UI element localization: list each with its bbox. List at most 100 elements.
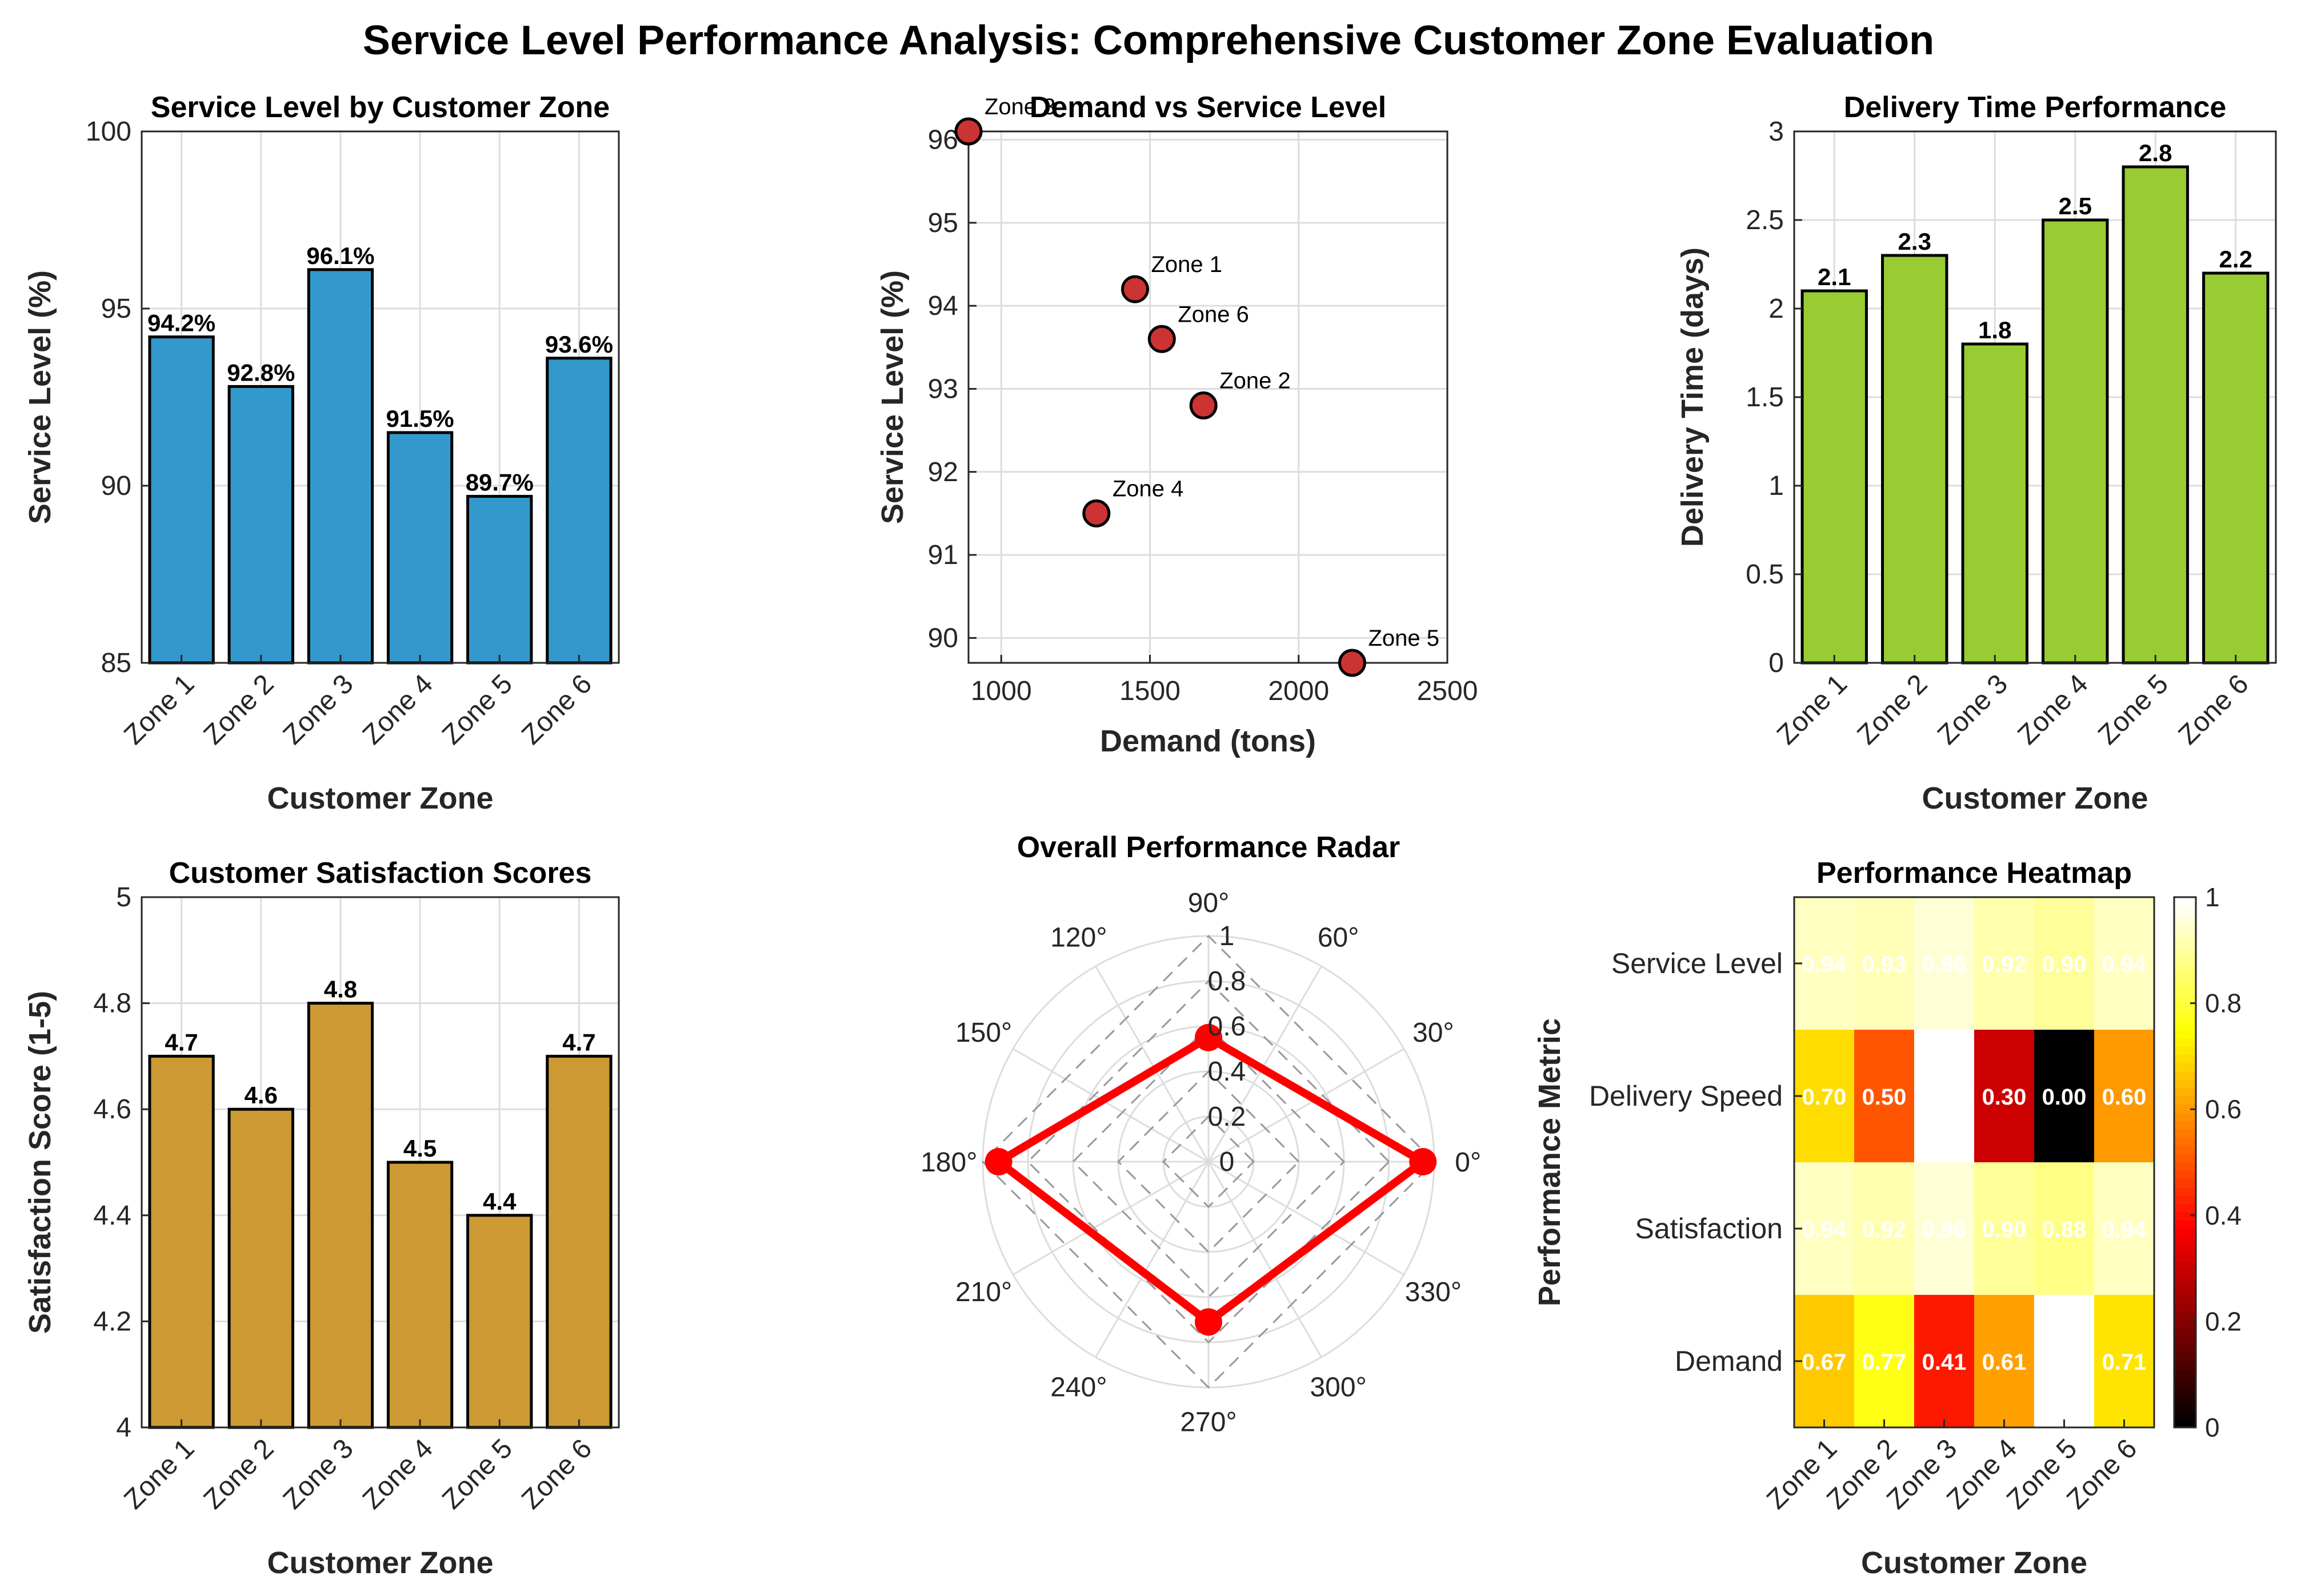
satisfaction-bar-4: [386, 1161, 454, 1429]
scatter-point-2: [1189, 391, 1218, 420]
radar-r-tick-label: 0: [1219, 1147, 1235, 1177]
service-axes-box: [141, 130, 620, 664]
heatmap-cell-label: 0.96: [1922, 952, 1967, 977]
colorbar-segment: [2174, 1411, 2196, 1419]
heatmap-cell-label: 0.96: [1922, 1217, 1967, 1242]
satisfaction-value-label: 4.8: [324, 976, 357, 1003]
service-bar-3: [307, 268, 374, 665]
delivery-ytick-label: 3: [1768, 117, 1784, 147]
heatmap-cell: [1974, 1030, 2035, 1163]
service-bar-2: [227, 385, 294, 665]
delivery-ytick-label: 0.5: [1746, 559, 1784, 590]
scatter-point-label: Zone 1: [1151, 252, 1222, 277]
colorbar-segment: [2174, 1096, 2196, 1105]
satisfaction-ytick-label: 4: [116, 1413, 131, 1443]
heatmap-cell: [1794, 1162, 1855, 1295]
radar-point-1: [1409, 1148, 1437, 1175]
heatmap-cell-label: 0.92: [1862, 1217, 1907, 1242]
delivery-bar-2: [1881, 254, 1948, 665]
colorbar-segment: [2174, 1179, 2196, 1187]
service-ytick-label: 100: [86, 117, 131, 147]
satisfaction-ylabel: Satisfaction Score (1-5): [23, 991, 57, 1334]
radar-point-4: [1195, 1308, 1222, 1336]
colorbar-segment: [2174, 1005, 2196, 1014]
scatter-axes-box: [967, 130, 1448, 664]
delivery-value-label: 2.8: [2139, 139, 2172, 166]
heatmap-cell-label: 0.70: [1802, 1085, 1847, 1110]
radar-angle-label: 240°: [1050, 1372, 1107, 1402]
satisfaction-bar-1: [148, 1054, 215, 1429]
colorbar-segment: [2174, 1212, 2196, 1221]
colorbar-segment: [2174, 1195, 2196, 1204]
colorbar-segment: [2174, 1262, 2196, 1270]
satisfaction-axes-box: [141, 896, 620, 1429]
colorbar-segment: [2174, 1220, 2196, 1229]
colorbar-segment: [2174, 1129, 2196, 1138]
colorbar-tick-label: 0.4: [2205, 1201, 2242, 1230]
colorbar-segment: [2174, 930, 2196, 939]
scatter-xtick-label: 1500: [1119, 676, 1180, 706]
colorbar-segment: [2174, 1113, 2196, 1121]
colorbar-segment: [2174, 1295, 2196, 1303]
colorbar-segment: [2174, 1402, 2196, 1411]
radar-angle-label: 330°: [1405, 1277, 1462, 1307]
radar-angle-label: 300°: [1310, 1372, 1366, 1402]
delivery-value-label: 2.3: [1898, 228, 1931, 255]
radar-spoke: [1207, 1161, 1322, 1358]
radar-angle-label: 180°: [921, 1147, 977, 1178]
service-bar-6: [546, 357, 613, 665]
radar-angle-label: 120°: [1050, 923, 1107, 953]
radar-angle-label: 270°: [1180, 1407, 1236, 1437]
colorbar-segment: [2174, 1030, 2196, 1038]
radar-angle-label: 150°: [955, 1018, 1012, 1048]
radar-angle-label: 30°: [1412, 1018, 1454, 1048]
satisfaction-value-label: 4.6: [245, 1082, 278, 1109]
heatmap-cell: [2094, 1030, 2155, 1163]
heatmap-cell: [1914, 1030, 1975, 1163]
colorbar-segment: [2174, 1162, 2196, 1171]
colorbar-segment: [2174, 905, 2196, 914]
heatmap-cell-label: 0.41: [1922, 1350, 1967, 1375]
panels: 94.2% Zone 1 92.8% Zone 2 96.1% Zone 3 91.5% Zo…: [23, 91, 2277, 1580]
heatmap-cell: [1794, 897, 1855, 1030]
heatmap-cell: [1854, 1295, 1915, 1428]
satisfaction-ytick-label: 4.6: [93, 1094, 131, 1125]
colorbar-segment: [2174, 1203, 2196, 1213]
satisfaction-ytick-label: 4.4: [93, 1201, 131, 1231]
scatter-xtick-label: 2500: [1417, 676, 1478, 706]
colorbar-segment: [2174, 955, 2196, 964]
service-value-label: 94.2%: [147, 310, 215, 337]
heatmap-cell-label: 0.94: [1802, 1217, 1847, 1242]
colorbar-segment: [2174, 1187, 2196, 1196]
satisfaction-value-label: 4.7: [165, 1029, 198, 1055]
delivery-bar-1: [1800, 289, 1868, 665]
satisfaction-ytick-label: 4.2: [93, 1306, 131, 1337]
colorbar-frame: [2173, 896, 2197, 1429]
service-value-label: 93.6%: [545, 331, 613, 358]
heatmap-cell: [2094, 897, 2155, 1030]
heatmap-cell-label: 0.67: [1802, 1350, 1847, 1375]
radar-spoke: [1207, 966, 1322, 1162]
scatter-ytick-label: 94: [928, 291, 958, 321]
heatmap-title: Performance Heatmap: [1816, 857, 2132, 890]
colorbar-segment: [2174, 1286, 2196, 1295]
scatter-xtick-label: 2000: [1268, 676, 1329, 706]
colorbar-segment: [2174, 1278, 2196, 1287]
satisfaction-ytick-label: 4.8: [93, 989, 131, 1019]
heatmap-ytick-label: Delivery Speed: [1589, 1080, 1783, 1112]
colorbar-segment: [2174, 1146, 2196, 1154]
radar-r-tick-label: 0.4: [1208, 1057, 1246, 1087]
colorbar-segment: [2174, 1245, 2196, 1254]
satisfaction-bar-2: [227, 1107, 294, 1429]
colorbar-segment: [2174, 1345, 2196, 1353]
delivery-value-label: 2.2: [2219, 246, 2252, 273]
service-bar-1: [148, 335, 215, 665]
service-ytick-label: 85: [101, 648, 131, 678]
service-xlabel: Customer Zone: [267, 781, 493, 815]
scatter-xtick-label: 1000: [971, 676, 1032, 706]
colorbar-segment: [2174, 1063, 2196, 1071]
heatmap-cell: [1854, 1030, 1915, 1163]
colorbar-segment: [2174, 1311, 2196, 1320]
satisfaction-value-label: 4.5: [403, 1135, 437, 1162]
